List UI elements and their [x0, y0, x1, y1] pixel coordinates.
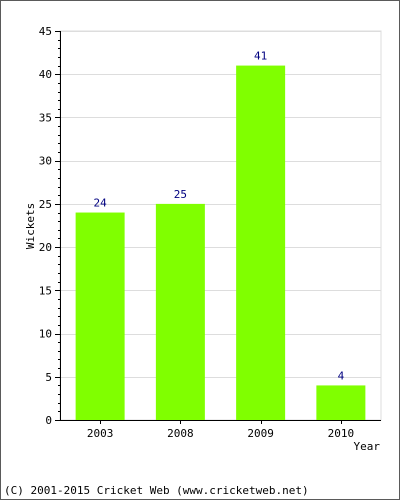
y-tick-label: 5 [45, 371, 52, 384]
x-ticks: 2003 2008 2009 2010 [87, 420, 354, 440]
y-tick-label: 10 [39, 328, 52, 341]
y-tick-label: 15 [39, 284, 52, 297]
bar [236, 65, 286, 421]
bar [155, 203, 205, 420]
y-tick-label: 45 [39, 25, 52, 38]
bar-value-label: 24 [94, 197, 108, 210]
bar-value-label: 25 [174, 188, 187, 201]
y-axis-label: Wickets [24, 203, 37, 249]
y-ticks: 0 5 10 15 20 25 30 35 40 45 [39, 25, 60, 427]
copyright-credit: (C) 2001-2015 Cricket Web (www.cricketwe… [4, 484, 309, 497]
x-tick-label: 2008 [167, 427, 194, 440]
y-tick-label: 35 [39, 111, 52, 124]
x-tick-label: 2003 [87, 427, 114, 440]
y-tick-label: 20 [39, 241, 52, 254]
x-axis-label: Year [354, 440, 381, 453]
y-tick-label: 30 [39, 155, 52, 168]
x-tick-label: 2009 [247, 427, 274, 440]
bar-value-label: 41 [254, 50, 267, 63]
y-tick-label: 40 [39, 68, 52, 81]
y-tick-label: 25 [39, 198, 52, 211]
y-tick-label: 0 [45, 414, 52, 427]
bar [75, 212, 125, 420]
bars [75, 65, 366, 421]
x-tick-label: 2010 [328, 427, 355, 440]
data-labels: 24 25 41 4 [94, 50, 345, 383]
bar [316, 385, 366, 420]
axes [60, 31, 381, 421]
bar-value-label: 4 [338, 369, 345, 382]
